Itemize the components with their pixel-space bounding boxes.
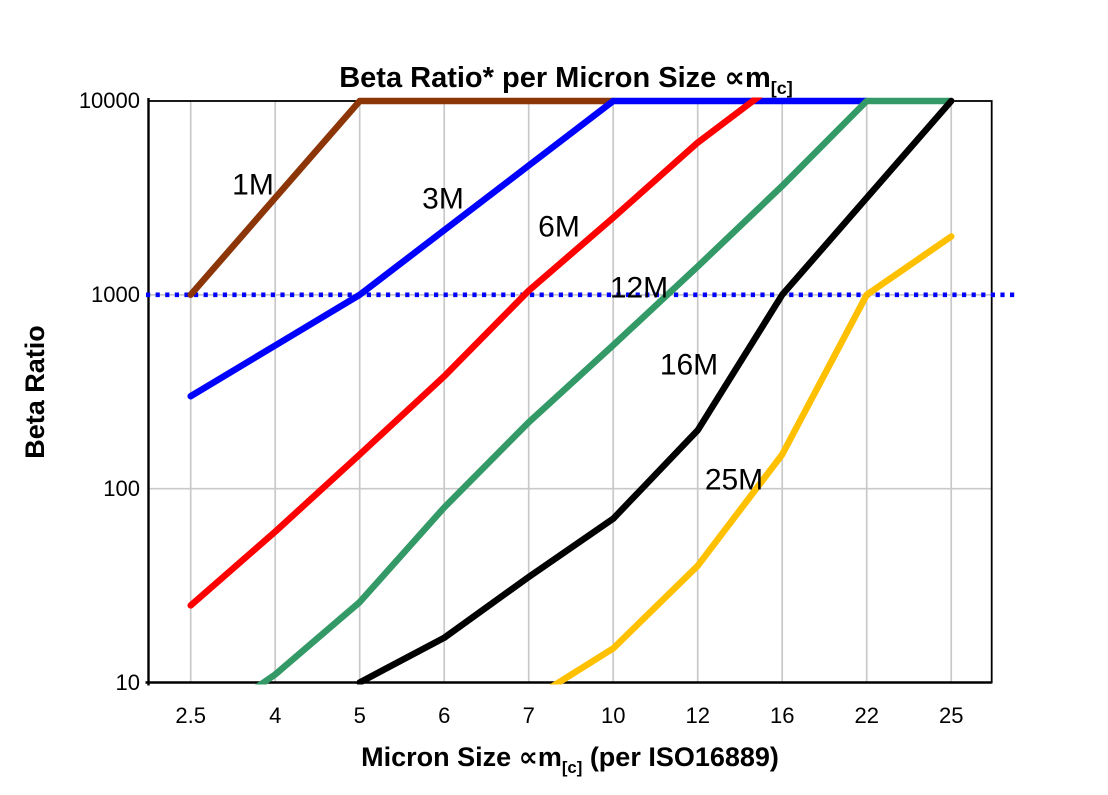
x-tick-12: 12 (685, 703, 709, 728)
series-label-25m: 25M (705, 464, 763, 497)
x-tick-22: 22 (854, 703, 878, 728)
series-label-3m: 3M (422, 183, 464, 216)
chart-title: Beta Ratio* per Micron Size ∝m[c] (339, 62, 793, 98)
y-axis-title: Beta Ratio (20, 325, 50, 459)
series-label-16m: 16M (660, 349, 718, 382)
series-labels: 1M 3M 6M 12M 16M 25M (232, 169, 763, 497)
x-tick-25: 25 (939, 703, 963, 728)
x-tick-6: 6 (438, 703, 450, 728)
y-tick-1000: 1000 (91, 282, 140, 307)
series-label-12m: 12M (610, 272, 668, 305)
y-tick-100: 100 (103, 476, 140, 501)
y-tick-10: 10 (116, 670, 140, 695)
series-line-1M (187, 97, 617, 299)
series-label-1m: 1M (232, 169, 274, 202)
x-axis-title: Micron Size ∝m[c] (per ISO16889) (361, 742, 779, 777)
y-axis-tick-labels: 10 100 1000 10000 (79, 88, 140, 695)
y-tick-10000: 10000 (79, 88, 140, 113)
x-axis-tick-labels: 2.5 4 5 6 7 10 12 16 22 25 (175, 703, 963, 728)
series-lines (187, 97, 955, 685)
series-label-6m: 6M (538, 211, 580, 244)
x-tick-2.5: 2.5 (175, 703, 206, 728)
series-line-25M (549, 233, 955, 685)
x-tick-16: 16 (770, 703, 794, 728)
x-tick-10: 10 (601, 703, 625, 728)
series-line-16M (356, 97, 955, 685)
series-line-6M (187, 97, 763, 609)
x-tick-4: 4 (269, 703, 281, 728)
x-tick-7: 7 (523, 703, 535, 728)
x-tick-5: 5 (354, 703, 366, 728)
series-line-12M (254, 97, 955, 685)
